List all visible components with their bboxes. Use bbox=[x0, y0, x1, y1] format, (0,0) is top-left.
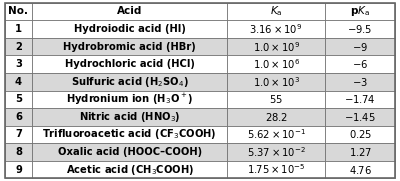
Bar bbox=[32, 126, 227, 143]
Text: $-1.45$: $-1.45$ bbox=[344, 111, 376, 123]
Text: 3: 3 bbox=[15, 59, 22, 69]
Bar bbox=[5, 161, 32, 178]
Bar bbox=[227, 161, 325, 178]
Bar bbox=[325, 20, 395, 38]
Text: $5.37\times10^{-2}$: $5.37\times10^{-2}$ bbox=[247, 145, 306, 159]
Text: 7: 7 bbox=[15, 129, 22, 139]
Text: Acid: Acid bbox=[117, 7, 142, 16]
Text: $1.75\times10^{-5}$: $1.75\times10^{-5}$ bbox=[247, 163, 305, 176]
Bar bbox=[227, 73, 325, 90]
Text: 6: 6 bbox=[15, 112, 22, 122]
Bar bbox=[325, 143, 395, 161]
Bar bbox=[32, 55, 227, 73]
Bar bbox=[325, 108, 395, 126]
Text: $1.0\times10^{9}$: $1.0\times10^{9}$ bbox=[253, 40, 300, 54]
Text: $-3$: $-3$ bbox=[352, 76, 368, 88]
Text: p$\mathit{K}_{\mathrm{a}}$: p$\mathit{K}_{\mathrm{a}}$ bbox=[350, 5, 370, 18]
Text: $-1.74$: $-1.74$ bbox=[344, 93, 376, 105]
Text: No.: No. bbox=[8, 7, 28, 16]
Bar bbox=[32, 20, 227, 38]
Bar bbox=[5, 38, 32, 55]
Text: $\mathit{K}_{\mathrm{a}}$: $\mathit{K}_{\mathrm{a}}$ bbox=[270, 5, 282, 18]
Text: $5.62\times10^{-1}$: $5.62\times10^{-1}$ bbox=[247, 127, 306, 141]
Bar bbox=[227, 3, 325, 20]
Bar bbox=[5, 90, 32, 108]
Bar bbox=[32, 143, 227, 161]
Text: 9: 9 bbox=[15, 165, 22, 174]
Bar bbox=[5, 55, 32, 73]
Text: Hydroiodic acid (HI): Hydroiodic acid (HI) bbox=[74, 24, 186, 34]
Text: $28.2$: $28.2$ bbox=[265, 111, 288, 123]
Bar bbox=[5, 3, 32, 20]
Bar bbox=[32, 90, 227, 108]
Text: Hydrochloric acid (HCl): Hydrochloric acid (HCl) bbox=[65, 59, 195, 69]
Bar bbox=[5, 73, 32, 90]
Text: Hydrobromic acid (HBr): Hydrobromic acid (HBr) bbox=[63, 42, 196, 52]
Bar bbox=[5, 126, 32, 143]
Bar bbox=[5, 108, 32, 126]
Bar bbox=[227, 20, 325, 38]
Bar bbox=[325, 90, 395, 108]
Text: $3.16\times10^{9}$: $3.16\times10^{9}$ bbox=[250, 22, 303, 36]
Bar bbox=[227, 126, 325, 143]
Text: $-6$: $-6$ bbox=[352, 58, 368, 70]
Bar bbox=[325, 55, 395, 73]
Bar bbox=[227, 55, 325, 73]
Text: Acetic acid (CH$_3$COOH): Acetic acid (CH$_3$COOH) bbox=[66, 163, 194, 176]
Bar bbox=[32, 73, 227, 90]
Text: 4: 4 bbox=[15, 77, 22, 87]
Bar bbox=[32, 108, 227, 126]
Text: Hydronium ion (H$_3$O$^+$): Hydronium ion (H$_3$O$^+$) bbox=[66, 92, 193, 107]
Text: $4.76$: $4.76$ bbox=[349, 163, 372, 176]
Bar bbox=[325, 38, 395, 55]
Text: 8: 8 bbox=[15, 147, 22, 157]
Text: 5: 5 bbox=[15, 94, 22, 104]
Text: $1.27$: $1.27$ bbox=[349, 146, 372, 158]
Text: Sulfuric acid (H$_2$SO$_4$): Sulfuric acid (H$_2$SO$_4$) bbox=[71, 75, 188, 89]
Text: $1.0\times10^{3}$: $1.0\times10^{3}$ bbox=[253, 75, 300, 89]
Bar bbox=[227, 108, 325, 126]
Text: Oxalic acid (HOOC–COOH): Oxalic acid (HOOC–COOH) bbox=[58, 147, 202, 157]
Text: Trifluoroacetic acid (CF$_3$COOH): Trifluoroacetic acid (CF$_3$COOH) bbox=[42, 127, 217, 141]
Text: $1.0\times10^{6}$: $1.0\times10^{6}$ bbox=[253, 57, 300, 71]
Text: 2: 2 bbox=[15, 42, 22, 52]
Text: Nitric acid (HNO$_3$): Nitric acid (HNO$_3$) bbox=[79, 110, 180, 124]
Bar bbox=[325, 161, 395, 178]
Bar bbox=[227, 38, 325, 55]
Text: $-9$: $-9$ bbox=[352, 41, 368, 53]
Bar bbox=[32, 38, 227, 55]
Bar bbox=[227, 143, 325, 161]
Text: 1: 1 bbox=[15, 24, 22, 34]
Bar bbox=[32, 161, 227, 178]
Text: $0.25$: $0.25$ bbox=[349, 128, 372, 140]
Bar bbox=[325, 3, 395, 20]
Bar bbox=[325, 126, 395, 143]
Text: $-9.5$: $-9.5$ bbox=[347, 23, 373, 35]
Bar bbox=[32, 3, 227, 20]
Bar bbox=[5, 20, 32, 38]
Bar bbox=[227, 90, 325, 108]
Bar bbox=[325, 73, 395, 90]
Text: $55$: $55$ bbox=[269, 93, 283, 105]
Bar bbox=[5, 143, 32, 161]
